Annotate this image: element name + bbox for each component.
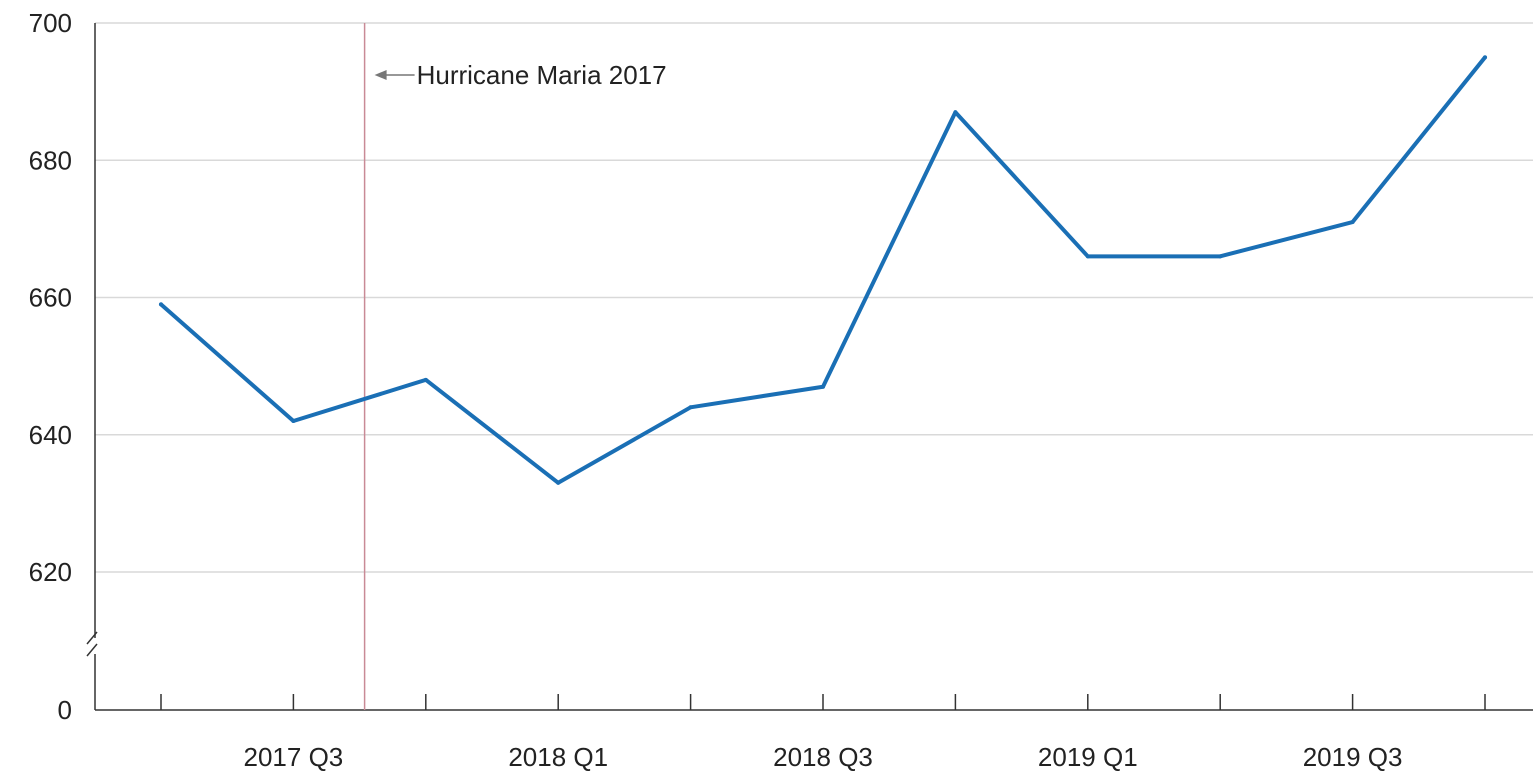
- axis-break-mark: [86, 643, 98, 657]
- x-tick-label: 2018 Q1: [508, 742, 608, 772]
- x-tick-label: 2017 Q3: [244, 742, 344, 772]
- data-point: [159, 302, 163, 307]
- data-point: [556, 480, 561, 485]
- grid-lines: [95, 22, 1533, 573]
- series: [159, 55, 1487, 485]
- axes: [86, 23, 1533, 711]
- annotation: Hurricane Maria 2017: [363, 23, 667, 710]
- data-point: [1350, 220, 1355, 225]
- y-tick-label: 660: [29, 283, 72, 313]
- data-point: [1085, 254, 1090, 259]
- x-tick-label: 2019 Q1: [1038, 742, 1138, 772]
- y-tick-label: 680: [29, 145, 72, 175]
- y-tick-label: 620: [29, 557, 72, 587]
- data-point: [291, 419, 296, 424]
- data-point: [423, 377, 428, 382]
- y-tick-label: 640: [29, 420, 72, 450]
- x-tick-label: 2018 Q3: [773, 742, 873, 772]
- tick-labels: 0 620 640 660 680 700 2017 Q3 2018 Q1 2018 Q3 201…: [29, 8, 1403, 772]
- data-point: [953, 110, 958, 115]
- annotation-arrowhead: [374, 70, 387, 80]
- axis-break-mark: [86, 631, 98, 645]
- y-tick-label: 0: [58, 695, 72, 725]
- series-line: [159, 55, 1487, 485]
- x-tick-label: 2019 Q3: [1303, 742, 1403, 772]
- data-point: [821, 384, 825, 389]
- annotation-label: Hurricane Maria 2017: [417, 60, 667, 90]
- data-point: [1483, 55, 1487, 60]
- data-point: [1218, 254, 1223, 259]
- data-point: [688, 405, 693, 410]
- y-tick-label: 700: [29, 8, 72, 38]
